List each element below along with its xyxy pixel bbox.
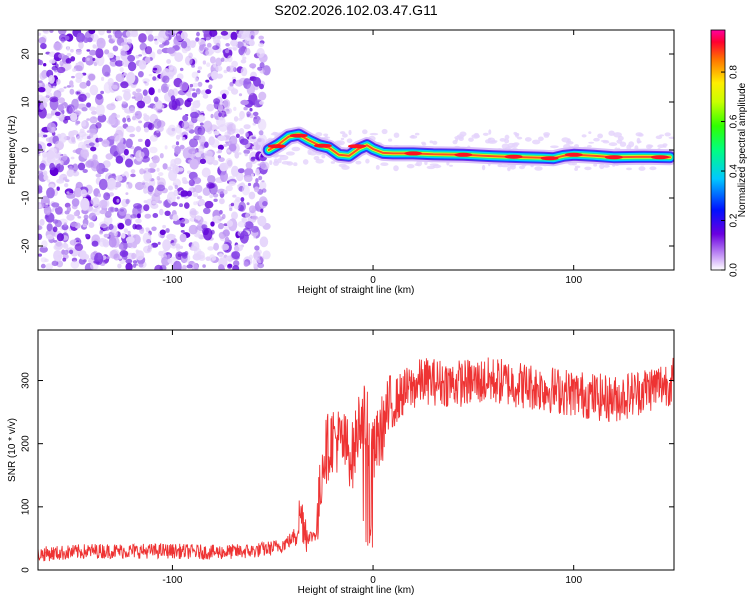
ridge-hotspot xyxy=(454,152,473,157)
snr-frame xyxy=(37,329,675,571)
colorbar-tick-label: 0.0 xyxy=(729,263,740,277)
snr-series-line xyxy=(38,357,674,562)
colorbar-tick-label: 0.8 xyxy=(729,65,740,79)
x-tick-label: -100 xyxy=(162,275,182,286)
snr-panel: -100 0 100 0 100 200 300 Height of straight li… xyxy=(7,329,675,596)
colorbar-axes: 0.0 0.2 0.4 0.6 0.8 xyxy=(721,65,740,277)
ridge-hotspot xyxy=(504,154,523,159)
colorbar-label: Normalized spectral amplitude xyxy=(737,82,748,217)
ridge-hotspot xyxy=(267,144,286,149)
figure-title: S202.2026.102.03.47.G11 xyxy=(274,2,437,18)
y-tick-label: 100 xyxy=(21,498,32,515)
ridge-hotspot xyxy=(651,155,669,160)
ridge-hotspot xyxy=(564,152,583,157)
ridge-hotspot xyxy=(404,151,423,156)
spectrogram-x-label: Height of straight line (km) xyxy=(298,285,415,296)
y-tick-label: 300 xyxy=(21,372,32,389)
snr-y-label: SNR (10 * v/v) xyxy=(7,418,18,482)
colorbar-tick-label: 0.2 xyxy=(729,213,740,227)
y-tick-label: 200 xyxy=(21,435,32,452)
ridge-hotspot xyxy=(604,155,623,160)
y-tick-label: 10 xyxy=(21,96,32,108)
y-tick-label: 0 xyxy=(21,567,32,573)
colorbar-tick-label: 0.4 xyxy=(729,164,740,178)
x-tick-label: 100 xyxy=(565,575,582,586)
y-tick-label: 0 xyxy=(21,147,32,153)
x-tick-label: 0 xyxy=(370,575,376,586)
ridge-hotspot xyxy=(289,133,308,138)
colorbar-tick-label: 0.6 xyxy=(729,114,740,128)
x-tick-label: -100 xyxy=(162,575,182,586)
y-tick-label: -20 xyxy=(21,238,32,253)
colorbar-gradient xyxy=(710,29,726,271)
spectrogram-y-label: Frequency (Hz) xyxy=(7,116,18,185)
ridge-hotspot xyxy=(348,144,366,149)
snr-x-label: Height of straight line (km) xyxy=(298,585,415,596)
spectrogram-noise xyxy=(38,30,674,270)
colorbar: 0.0 0.2 0.4 0.6 0.8 Normalized spectral ampl… xyxy=(710,29,748,277)
x-tick-label: 0 xyxy=(370,275,376,286)
snr-plot-area xyxy=(38,357,674,562)
y-tick-label: 20 xyxy=(21,48,32,60)
spectrogram-plot-area xyxy=(38,30,674,270)
ridge-hotspot xyxy=(313,143,332,148)
snr-axes: -100 0 100 0 100 200 300 xyxy=(21,330,674,586)
y-tick-label: -10 xyxy=(21,190,32,205)
ridge-hotspot xyxy=(540,156,559,161)
x-tick-label: 100 xyxy=(565,275,582,286)
